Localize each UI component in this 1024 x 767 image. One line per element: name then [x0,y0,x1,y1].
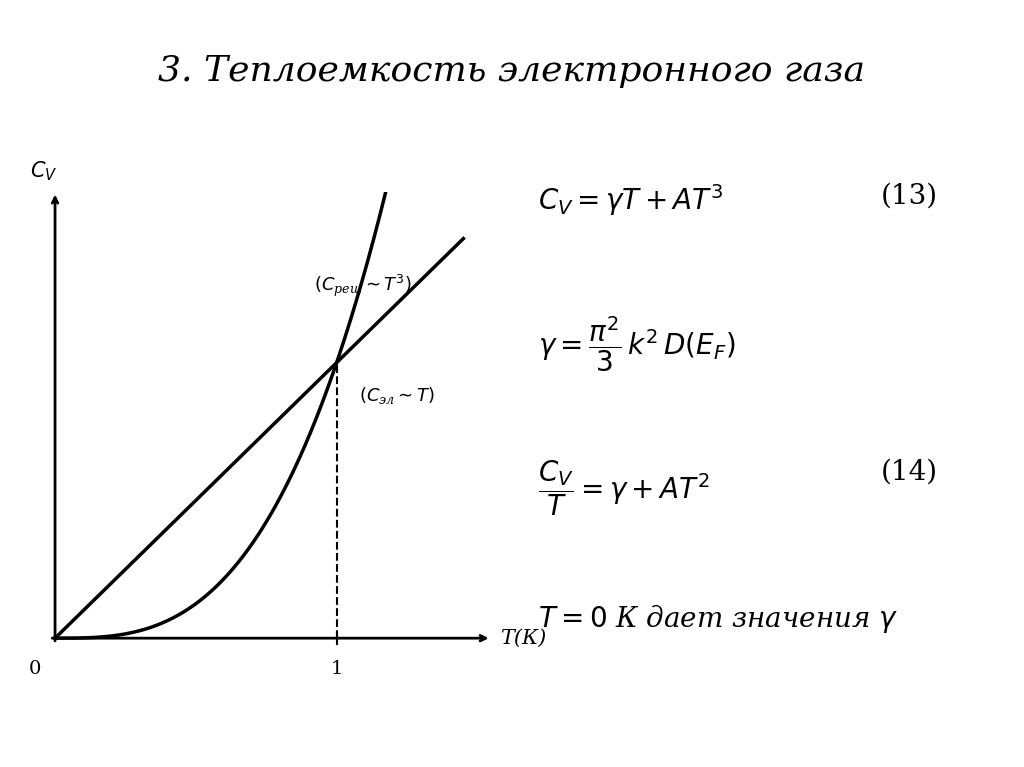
Text: $C_V$: $C_V$ [30,160,57,183]
Text: 1: 1 [331,660,343,678]
Text: T(К): T(К) [500,629,546,647]
Text: (13): (13) [881,183,938,209]
Text: 0: 0 [29,660,42,678]
Text: 3. Теплоемкость электронного газа: 3. Теплоемкость электронного газа [159,54,865,87]
Text: $C_V = \gamma T + AT^3$: $C_V = \gamma T + AT^3$ [538,183,723,218]
Text: $(C_{\mathregular{эл}}{\sim}T)$: $(C_{\mathregular{эл}}{\sim}T)$ [359,385,435,407]
Text: $\dfrac{C_V}{T} = \gamma + AT^2$: $\dfrac{C_V}{T} = \gamma + AT^2$ [538,459,710,518]
Text: $(C_{\mathregular{реш}}{\sim}T^3)$: $(C_{\mathregular{реш}}{\sim}T^3)$ [314,272,412,298]
Text: $\gamma = \dfrac{\pi^2}{3}\,k^2\,D(E_F)$: $\gamma = \dfrac{\pi^2}{3}\,k^2\,D(E_F)$ [538,314,735,374]
Text: (14): (14) [881,459,938,486]
Text: $T = 0$ К дает значения $\gamma$: $T = 0$ К дает значения $\gamma$ [538,602,898,635]
